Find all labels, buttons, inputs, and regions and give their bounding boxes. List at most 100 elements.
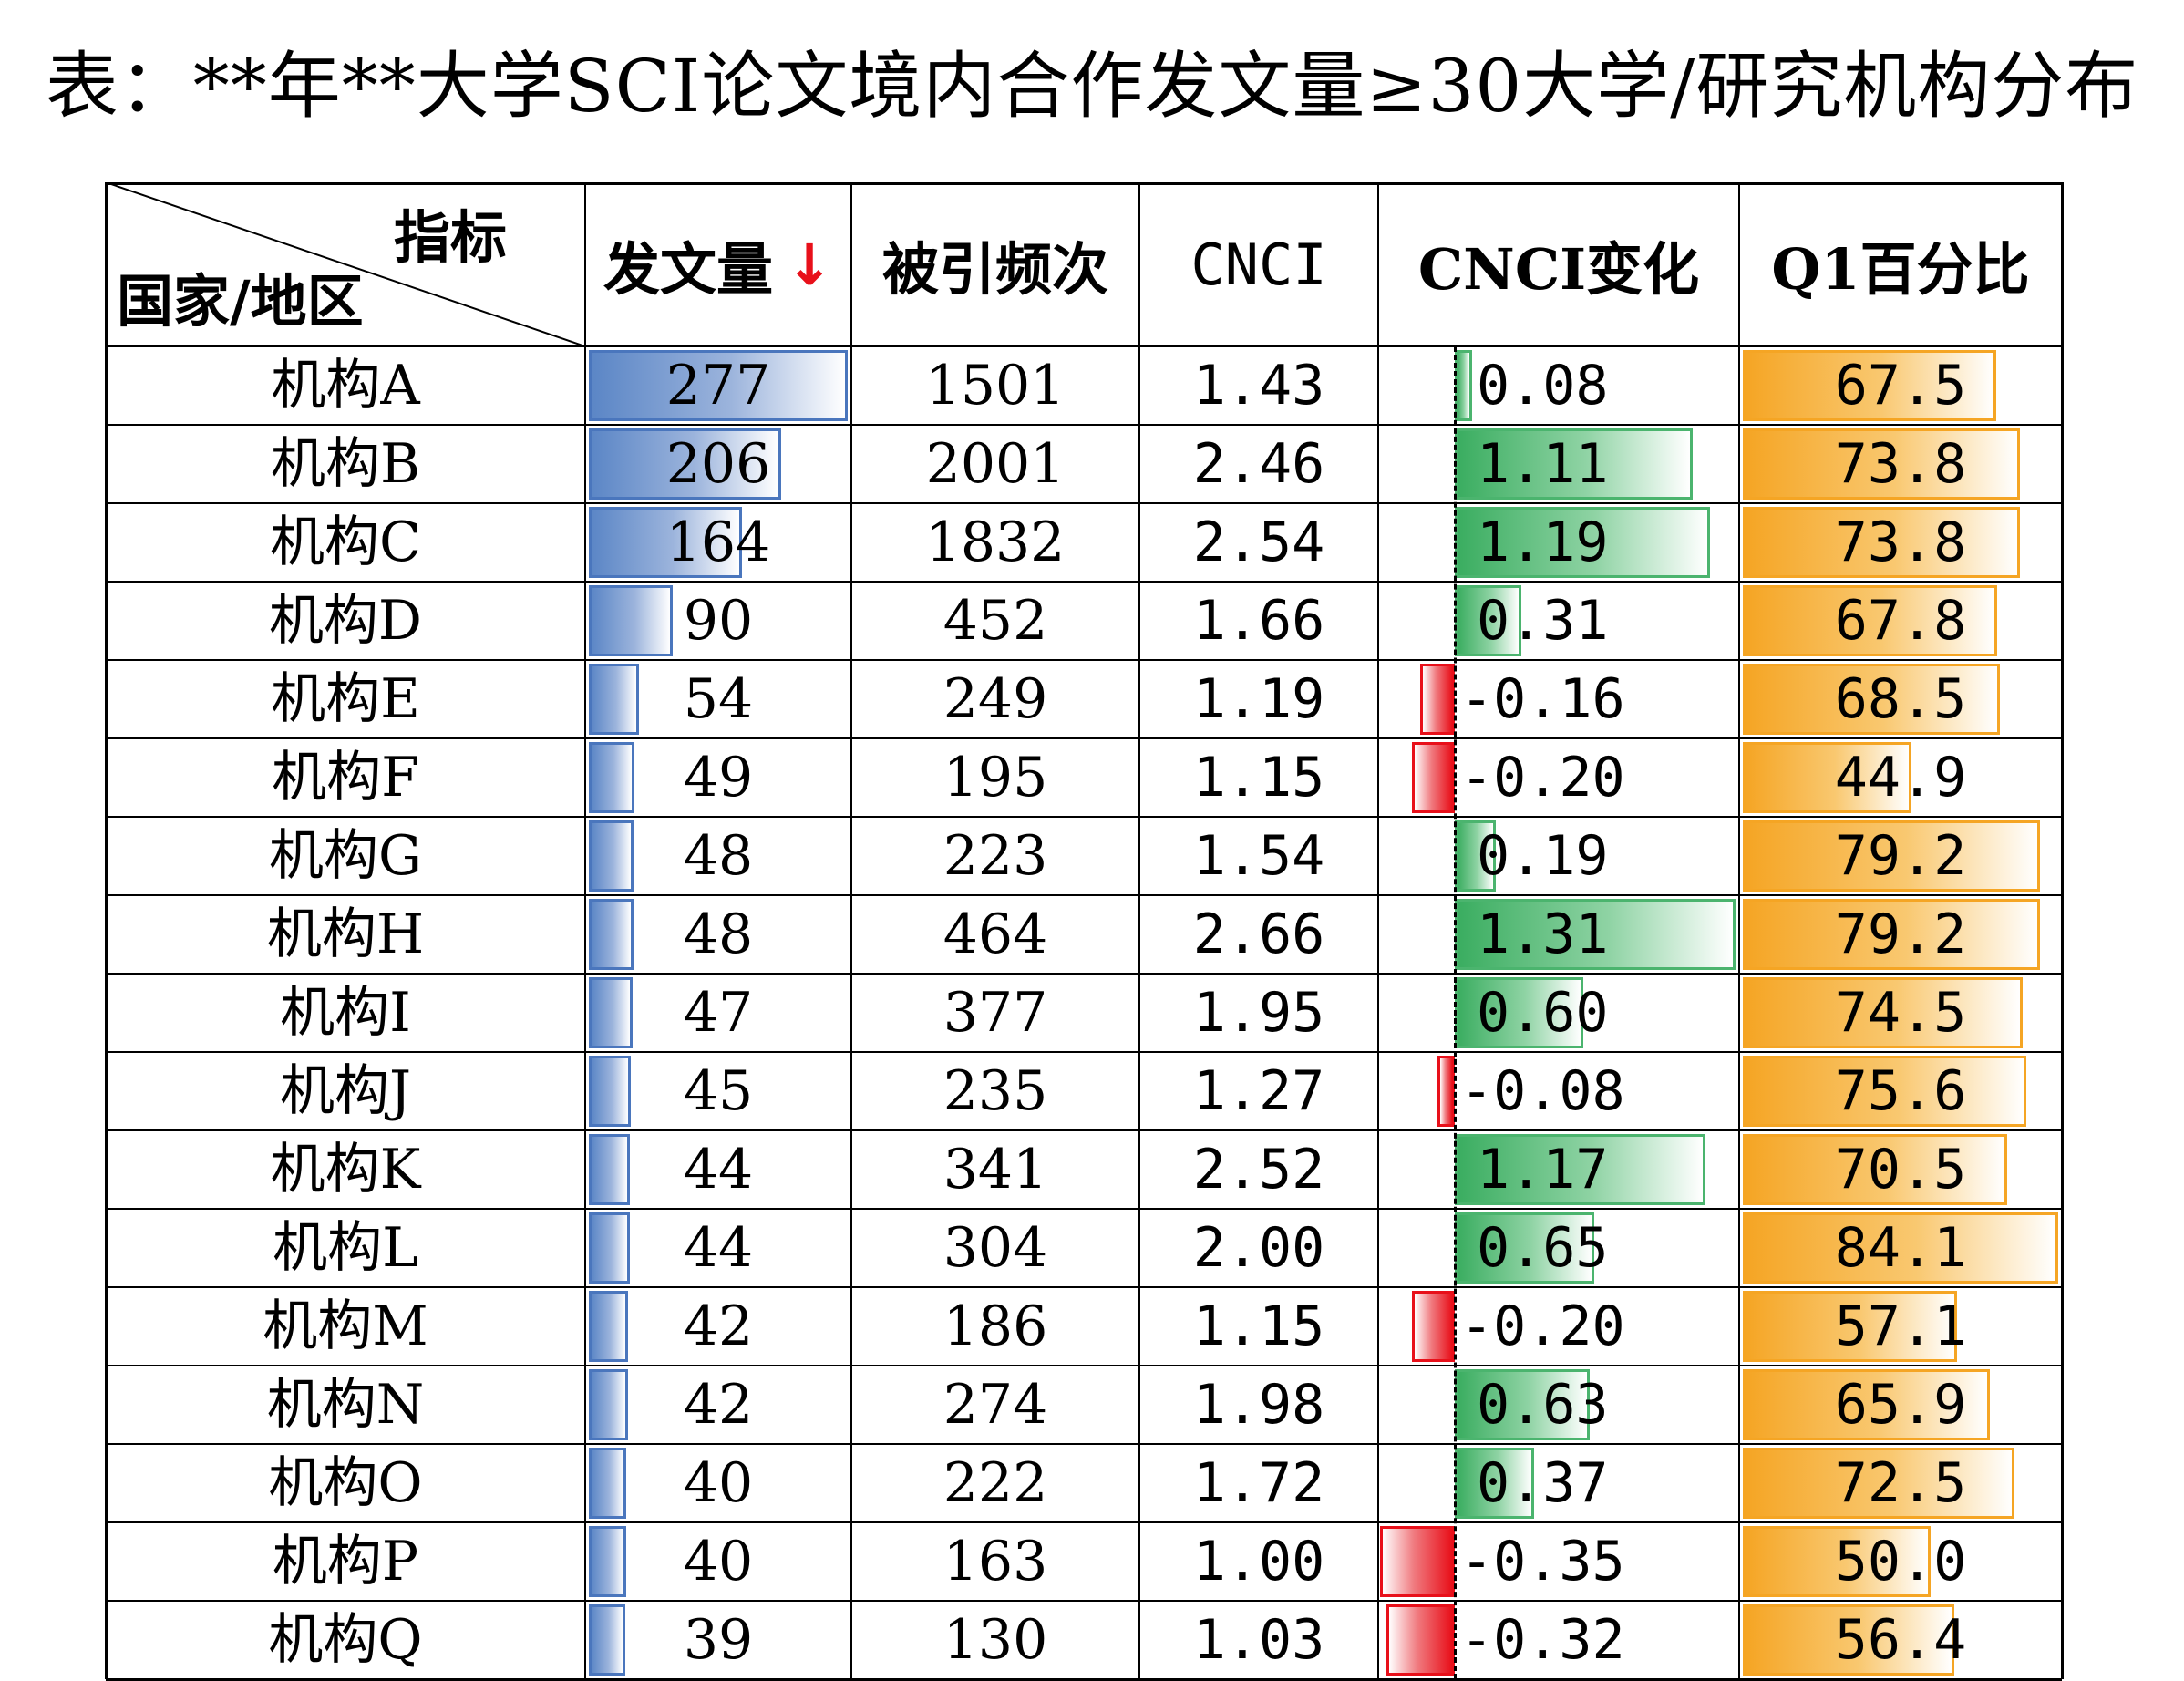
cnci-value: 1.15: [1192, 746, 1325, 810]
cnci-change-value: 1.11: [1477, 432, 1609, 496]
column-header-citations[interactable]: 被引频次: [851, 182, 1139, 346]
grid-row-line: [106, 737, 2062, 739]
cnci-change-positive-bar: [1455, 1369, 1591, 1440]
data-table: 指标 国家/地区 发文量 ↓ 被引频次 CNCI CNCI变化 Q1百分比 机构A…: [105, 182, 2064, 1681]
row-name-cell: 机构F: [272, 746, 419, 810]
table-row: 机构I 47 377 1.95 0.60 74.5: [106, 974, 2062, 1052]
citations-value: 2001: [925, 432, 1066, 496]
grid-row-line: [106, 1208, 2062, 1210]
q1-value: 74.5: [1834, 981, 1967, 1045]
citations-value: 1832: [925, 510, 1066, 574]
grid-row-line: [106, 816, 2062, 818]
grid-row-line: [106, 345, 2062, 347]
cnci-change-value: 0.65: [1477, 1216, 1609, 1280]
table-row: 机构N 42 274 1.98 0.63 65.9: [106, 1366, 2062, 1444]
cnci-change-value: -0.35: [1460, 1530, 1625, 1593]
papers-data-bar: [589, 820, 634, 892]
grid-row-line: [106, 1443, 2062, 1445]
cnci-value: 1.27: [1192, 1059, 1325, 1123]
papers-value: 39: [683, 1608, 754, 1672]
q1-data-bar: [1743, 1056, 2027, 1127]
grid-column-line: [1738, 182, 1740, 1679]
citations-value: 163: [943, 1530, 1048, 1593]
row-name-cell: 机构A: [271, 354, 420, 418]
grid-row-line: [106, 659, 2062, 661]
cnci-change-negative-bar: [1379, 1526, 1455, 1597]
cnci-value: 1.03: [1192, 1608, 1325, 1672]
cnci-change-negative-bar: [1386, 1604, 1455, 1676]
cnci-change-value: 0.19: [1477, 824, 1609, 888]
grid-column-line: [105, 182, 108, 1679]
papers-data-bar: [589, 1526, 626, 1597]
column-header-q1-label: Q1百分比: [1771, 236, 2030, 303]
q1-value: 57.1: [1834, 1294, 1967, 1358]
papers-data-bar: [589, 664, 640, 735]
cnci-value: 2.52: [1192, 1138, 1325, 1201]
cnci-change-positive-bar: [1455, 507, 1710, 578]
table-row: 机构H 48 464 2.66 1.31 79.2: [106, 895, 2062, 974]
cnci-change-positive-bar: [1455, 1134, 1706, 1205]
papers-value: 206: [665, 432, 771, 496]
cnci-change-value: 0.63: [1477, 1373, 1609, 1437]
table-row: 机构J 45 235 1.27 -0.08 75.6: [106, 1052, 2062, 1130]
cnci-change-positive-bar: [1455, 1212, 1594, 1284]
q1-value: 65.9: [1834, 1373, 1967, 1437]
papers-value: 277: [665, 354, 771, 418]
citations-value: 130: [943, 1608, 1048, 1672]
cnci-change-value: -0.16: [1460, 667, 1625, 731]
papers-data-bar: [589, 977, 634, 1048]
row-name-cell: 机构L: [273, 1216, 418, 1280]
table-row: 机构M 42 186 1.15 -0.20 57.1: [106, 1287, 2062, 1366]
sort-down-arrow-icon[interactable]: ↓: [786, 231, 833, 298]
papers-value: 40: [683, 1530, 754, 1593]
q1-data-bar: [1743, 1369, 1991, 1440]
cnci-change-positive-bar: [1455, 585, 1521, 656]
grid-row-line: [106, 182, 2062, 185]
column-header-papers[interactable]: 发文量 ↓: [585, 182, 851, 346]
cnci-change-negative-bar: [1411, 742, 1455, 813]
row-name-cell: 机构E: [271, 667, 420, 731]
cnci-value: 1.54: [1192, 824, 1325, 888]
cnci-change-value: 0.08: [1477, 354, 1609, 418]
column-header-cnci-label: CNCI: [1190, 231, 1327, 298]
papers-data-bar: [589, 1604, 625, 1676]
citations-value: 452: [943, 589, 1048, 653]
cnci-change-value: 0.37: [1477, 1451, 1609, 1515]
q1-value: 73.8: [1834, 432, 1967, 496]
cnci-value: 1.98: [1192, 1373, 1325, 1437]
q1-value: 72.5: [1834, 1451, 1967, 1515]
citations-value: 195: [943, 746, 1048, 810]
citations-value: 464: [943, 902, 1048, 966]
grid-row-line: [106, 1286, 2062, 1288]
cnci-value: 2.46: [1192, 432, 1325, 496]
citations-value: 222: [943, 1451, 1048, 1515]
papers-value: 42: [683, 1294, 754, 1358]
column-header-citations-label: 被引频次: [881, 236, 1108, 303]
cnci-change-zero-axis: [1454, 346, 1457, 1679]
table-row: 机构A 277 1501 1.43 0.08 67.5: [106, 346, 2062, 425]
table-row: 机构G 48 223 1.54 0.19 79.2: [106, 817, 2062, 895]
q1-value: 84.1: [1834, 1216, 1967, 1280]
grid-row-line: [106, 424, 2062, 426]
papers-data-bar: [589, 899, 634, 970]
papers-data-bar: [589, 1448, 626, 1519]
cnci-value: 1.66: [1192, 589, 1325, 653]
table-row: 机构F 49 195 1.15 -0.20 44.9: [106, 738, 2062, 817]
cnci-change-negative-bar: [1411, 1291, 1455, 1362]
column-header-cnci[interactable]: CNCI: [1139, 182, 1378, 346]
cnci-change-value: -0.20: [1460, 1294, 1625, 1358]
column-header-q1[interactable]: Q1百分比: [1739, 182, 2062, 346]
q1-value: 73.8: [1834, 510, 1967, 574]
papers-data-bar: [589, 1369, 629, 1440]
row-name-cell: 机构C: [270, 510, 421, 574]
papers-value: 54: [683, 667, 754, 731]
corner-label-indicator: 指标: [393, 204, 507, 271]
papers-data-bar: [589, 585, 674, 656]
papers-value: 40: [683, 1451, 754, 1515]
q1-data-bar: [1743, 820, 2040, 892]
papers-data-bar: [589, 1134, 631, 1205]
q1-data-bar: [1743, 977, 2023, 1048]
q1-value: 67.5: [1834, 354, 1967, 418]
papers-value: 164: [665, 510, 771, 574]
column-header-cnci-change[interactable]: CNCI变化: [1378, 182, 1739, 346]
